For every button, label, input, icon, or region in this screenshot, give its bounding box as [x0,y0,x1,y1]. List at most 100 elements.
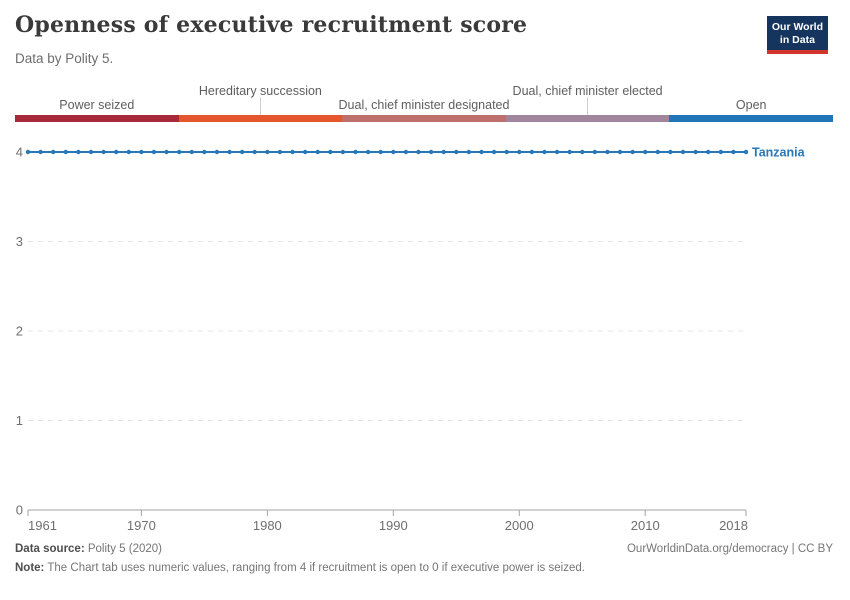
data-source-text: Data source: Polity 5 (2020) [15,543,162,555]
data-point [693,149,698,155]
data-point [718,149,724,155]
data-point [617,149,623,155]
y-tick-label: 4 [16,145,23,160]
chart-subtitle: Data by Polity 5. [15,51,114,66]
data-point [441,149,446,155]
data-point [655,149,661,155]
data-point [378,149,383,155]
data-point [391,149,396,155]
series-label: Tanzania [752,146,806,160]
legend-label: Hereditary succession [198,84,322,98]
data-point [680,149,686,155]
data-point [101,149,106,155]
data-source-value: Polity 5 (2020) [84,543,163,555]
data-point [706,149,711,155]
data-point [416,149,421,155]
data-point [88,149,94,155]
y-tick-label: 2 [16,324,23,339]
data-point [365,149,371,155]
data-point [315,149,320,155]
data-point [630,149,635,155]
owid-logo-line2: in Data [779,33,815,46]
owid-logo[interactable]: Our World in Data [766,16,828,54]
legend-segment-2 [178,115,343,122]
legend-tick [587,97,589,115]
note-value: The Chart tab uses numeric values, rangi… [44,562,585,574]
data-point [466,149,472,155]
legend-segment-1 [15,115,179,122]
legend-label: Power seized [59,98,135,112]
note-label: Note: [15,562,45,574]
data-point [554,149,560,155]
data-point [517,149,522,155]
y-tick-label: 3 [16,234,23,249]
x-tick-label: 1961 [28,518,57,533]
legend-segment-4 [505,115,670,122]
data-point [542,149,547,155]
x-tick-label: 2010 [631,518,660,533]
data-point [25,149,31,155]
legend-segment-3 [342,115,506,122]
data-point [239,149,245,155]
x-tick-label: 1970 [127,518,156,533]
data-point [113,149,119,155]
data-point [38,149,43,155]
x-tick-label: 2000 [505,518,534,533]
data-point [403,149,409,155]
credit-link[interactable]: OurWorldinData.org/democracy | CC BY [626,543,833,555]
data-point [491,149,497,155]
x-tick-label: 1990 [379,518,408,533]
category-legend: Power seized Hereditary succession Dual, c… [15,84,833,122]
data-point [353,149,358,155]
legend-segment-5 [669,115,833,122]
data-point [731,149,736,155]
legend-color-bar [15,115,833,122]
data-point [252,149,257,155]
data-point [302,149,308,155]
footer: Data source: Polity 5 (2020) OurWorldinD… [15,543,833,574]
data-point [50,149,56,155]
data-point [63,149,68,155]
y-tick-label: 0 [16,503,23,518]
legend-tick [259,97,261,115]
x-tick-label: 2018 [719,518,748,533]
data-point [265,149,270,155]
data-point [328,149,333,155]
data-point [340,149,346,155]
legend-label: Dual, chief minister elected [512,84,663,98]
data-point [126,149,131,155]
data-point [743,149,749,155]
data-point [605,149,610,155]
data-point [164,149,169,155]
data-point [176,149,182,155]
data-point [277,149,283,155]
y-tick-label: 1 [16,413,23,428]
data-point [214,149,220,155]
data-point [139,149,144,155]
owid-logo-line1: Our World [771,21,823,33]
data-point [643,149,648,155]
data-point [202,149,207,155]
data-point [76,149,81,155]
data-point [567,149,572,155]
data-point [580,149,585,155]
data-point [227,149,232,155]
note-text: Note: The Chart tab uses numeric values,… [15,562,833,574]
chart-canvas: 0 1 2 3 4 1961 1970 1980 1990 2000 2010 2018 Tanzani… [16,145,806,534]
legend-label: Dual, chief minister designated [338,98,510,112]
data-point [479,149,484,155]
data-point [290,149,295,155]
x-tick-label: 1980 [253,518,282,533]
chart-title: Openness of executive recruitment score [15,12,528,38]
data-point [504,149,509,155]
data-point [668,149,673,155]
data-source-label: Data source: [15,543,85,555]
data-point [454,149,459,155]
data-point [151,149,157,155]
data-point [529,149,535,155]
data-point [428,149,434,155]
legend-label: Open [735,98,767,112]
data-point [189,149,194,155]
data-point [592,149,598,155]
